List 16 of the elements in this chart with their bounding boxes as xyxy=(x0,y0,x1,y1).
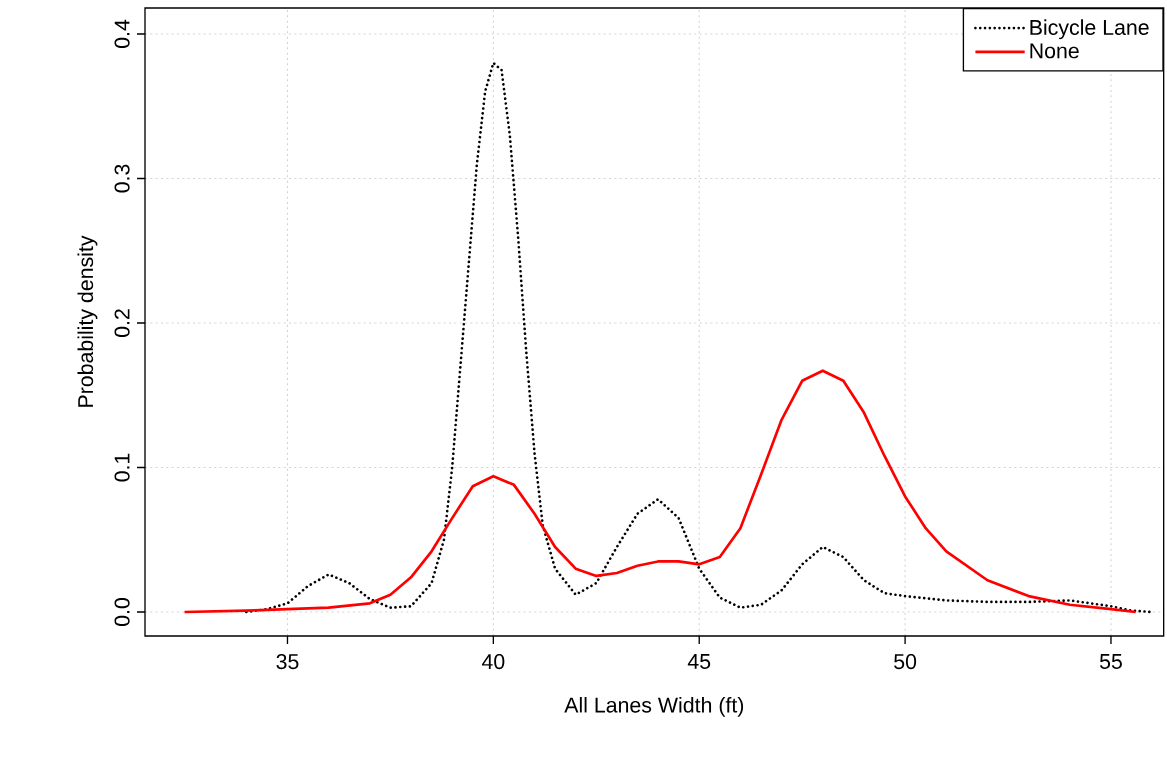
x-tick-label: 50 xyxy=(894,654,917,670)
y-tick-label: 0.4 xyxy=(114,19,130,48)
line-series xyxy=(244,61,1154,614)
x-tick-label: 55 xyxy=(1099,654,1122,669)
y-tick-label: 0.1 xyxy=(114,453,130,482)
x-tick-label: 35 xyxy=(276,654,299,670)
y-tick-label: 0.2 xyxy=(114,309,130,337)
x-tick-label: 40 xyxy=(481,654,505,670)
legend-label: Bicycle Lane xyxy=(1030,19,1149,40)
line-series xyxy=(183,369,1138,614)
y-tick-label: 0.0 xyxy=(114,598,130,626)
x-axis-title: All Lanes Width (ft) xyxy=(564,696,744,717)
legend-label: None xyxy=(1030,43,1079,59)
x-tick-label: 45 xyxy=(687,654,711,669)
y-tick-label: 0.3 xyxy=(114,164,130,193)
y-axis-title: Probability density xyxy=(77,235,98,407)
